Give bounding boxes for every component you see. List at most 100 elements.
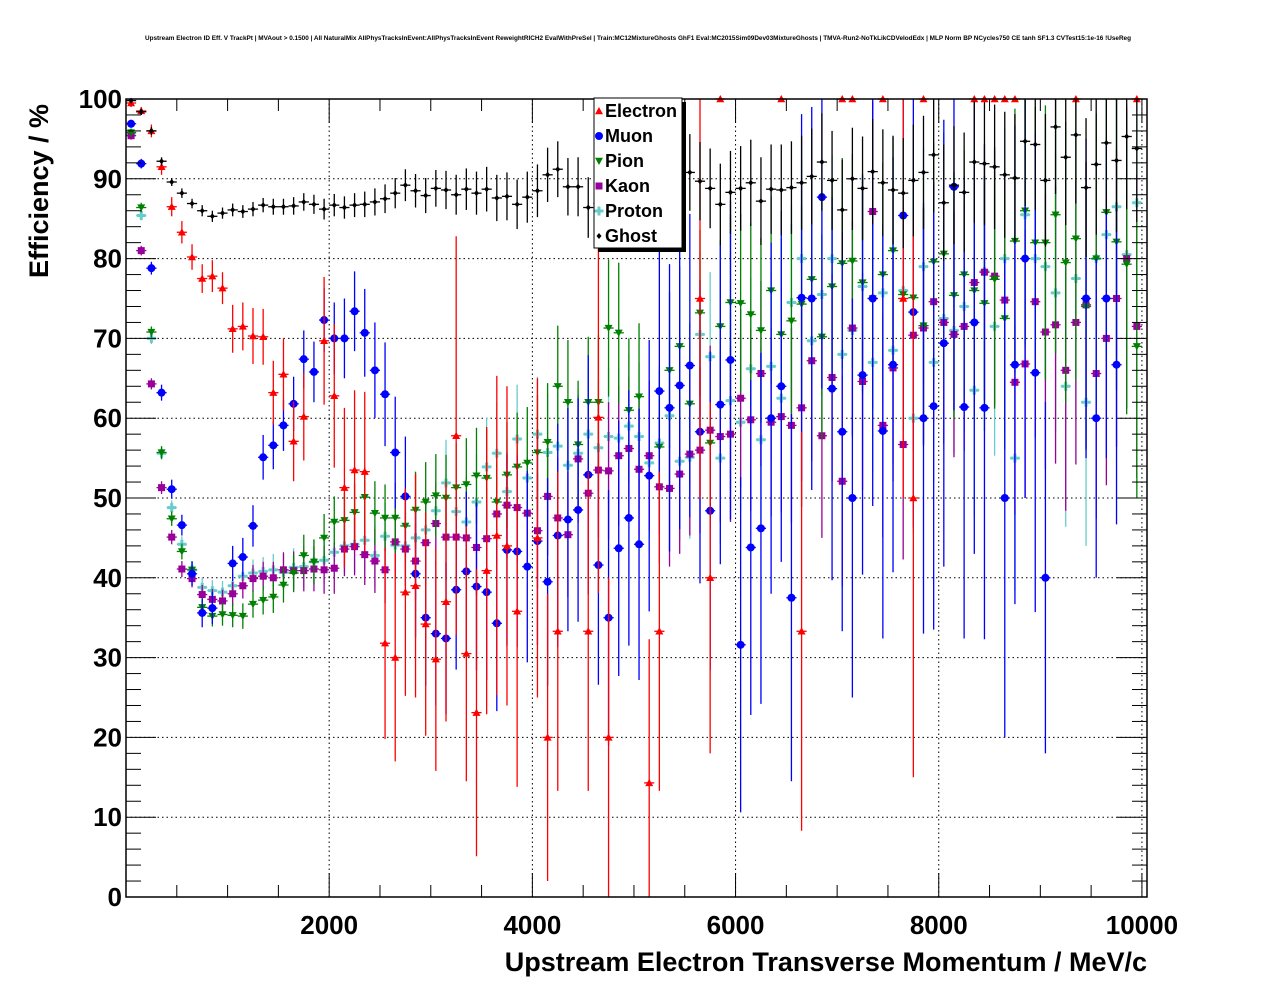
ghost-point xyxy=(512,179,523,230)
muon-point xyxy=(633,408,645,680)
ghost-point xyxy=(552,141,563,198)
y-tick-label: 70 xyxy=(93,323,122,353)
muon-point xyxy=(766,242,777,594)
electron-point xyxy=(207,260,218,293)
electron-marker xyxy=(320,336,329,344)
ghost-point xyxy=(532,164,543,218)
electron-point xyxy=(379,547,391,739)
pion-marker xyxy=(157,449,166,457)
muon-marker xyxy=(848,494,857,502)
electron-marker xyxy=(330,391,339,400)
muon-point xyxy=(146,261,157,275)
ghost-point xyxy=(308,194,320,214)
muon-marker xyxy=(960,403,969,412)
ghost-point xyxy=(146,126,157,135)
muon-point xyxy=(837,232,848,632)
pion-marker xyxy=(167,515,176,523)
muon-point xyxy=(562,407,574,632)
electron-point xyxy=(186,244,198,270)
electron-marker xyxy=(431,655,440,663)
ghost-point xyxy=(501,172,513,221)
kaon-marker xyxy=(595,182,603,190)
muon-point xyxy=(136,158,147,169)
muon-marker xyxy=(756,524,765,533)
electron-marker xyxy=(645,778,654,787)
ghost-point xyxy=(806,128,817,225)
ghost-point xyxy=(430,170,441,207)
ghost-point xyxy=(694,142,706,221)
ghost-marker xyxy=(555,166,561,173)
muon-marker xyxy=(299,355,308,364)
kaon-marker xyxy=(330,564,338,572)
proton-point xyxy=(136,210,147,221)
muon-point xyxy=(664,264,675,552)
ghost-point xyxy=(186,198,198,209)
kaon-point xyxy=(227,581,238,606)
legend-item-pion: Pion xyxy=(595,151,644,171)
y-tick-label: 0 xyxy=(108,882,122,912)
muon-marker xyxy=(279,421,288,430)
electron-marker xyxy=(188,253,197,261)
muon-point xyxy=(999,258,1010,738)
legend: Electron Muon Pion Kaon Proton Ghost xyxy=(593,97,686,252)
ghost-marker xyxy=(504,193,510,200)
ghost-marker xyxy=(758,198,764,205)
ghost-marker xyxy=(291,202,297,209)
legend-item-muon: Muon xyxy=(595,126,653,146)
kaon-marker xyxy=(147,380,155,388)
ghost-point xyxy=(420,178,431,214)
muon-marker xyxy=(350,307,359,316)
muon-marker xyxy=(360,328,369,337)
electron-marker xyxy=(228,324,237,333)
ghost-marker xyxy=(951,182,957,189)
legend-item-proton: Proton xyxy=(594,201,663,221)
kaon-marker xyxy=(259,572,267,580)
muon-marker xyxy=(340,334,349,343)
ghost-marker xyxy=(961,189,967,196)
ghost-point xyxy=(1080,118,1092,258)
ghost-marker xyxy=(230,206,236,213)
pion-marker xyxy=(238,612,247,621)
pion-point xyxy=(217,603,228,626)
muon-marker xyxy=(127,119,136,128)
pion-marker xyxy=(746,311,755,319)
electron-point xyxy=(603,577,614,897)
ghost-marker xyxy=(484,186,490,193)
muon-marker xyxy=(1010,360,1019,369)
muon-marker xyxy=(1021,254,1030,263)
pion-marker xyxy=(848,257,857,265)
electron-point xyxy=(440,482,452,722)
ghost-point xyxy=(877,129,888,237)
ghost-marker xyxy=(819,159,825,166)
y-tick-label: 90 xyxy=(93,164,122,194)
pion-point xyxy=(166,511,177,526)
pion-marker xyxy=(1071,235,1080,243)
muon-marker xyxy=(736,640,745,649)
legend-item-kaon: Kaon xyxy=(595,176,650,196)
muon-point xyxy=(1091,258,1102,578)
ghost-point xyxy=(410,174,421,208)
ghost-marker xyxy=(382,195,388,202)
ghost-point xyxy=(755,157,767,246)
ghost-marker xyxy=(839,206,845,213)
ghost-point xyxy=(562,158,574,216)
pion-marker xyxy=(259,596,268,605)
pion-marker xyxy=(431,492,440,500)
pion-point xyxy=(379,484,391,552)
muon-point xyxy=(1040,402,1051,754)
ghost-point xyxy=(887,135,899,245)
muon-point xyxy=(847,298,858,698)
x-tick-label: 8000 xyxy=(910,910,968,940)
ghost-marker xyxy=(971,159,977,166)
ghost-point xyxy=(979,102,990,226)
electron-point xyxy=(176,221,187,244)
ghost-marker xyxy=(585,204,591,211)
ghost-marker xyxy=(849,175,855,182)
muon-marker xyxy=(370,366,379,375)
muon-marker xyxy=(1041,573,1050,582)
muon-marker xyxy=(574,505,583,514)
muon-marker xyxy=(635,540,644,549)
kaon-marker xyxy=(737,394,745,402)
electron-point xyxy=(542,593,553,882)
ghost-marker xyxy=(148,127,154,134)
